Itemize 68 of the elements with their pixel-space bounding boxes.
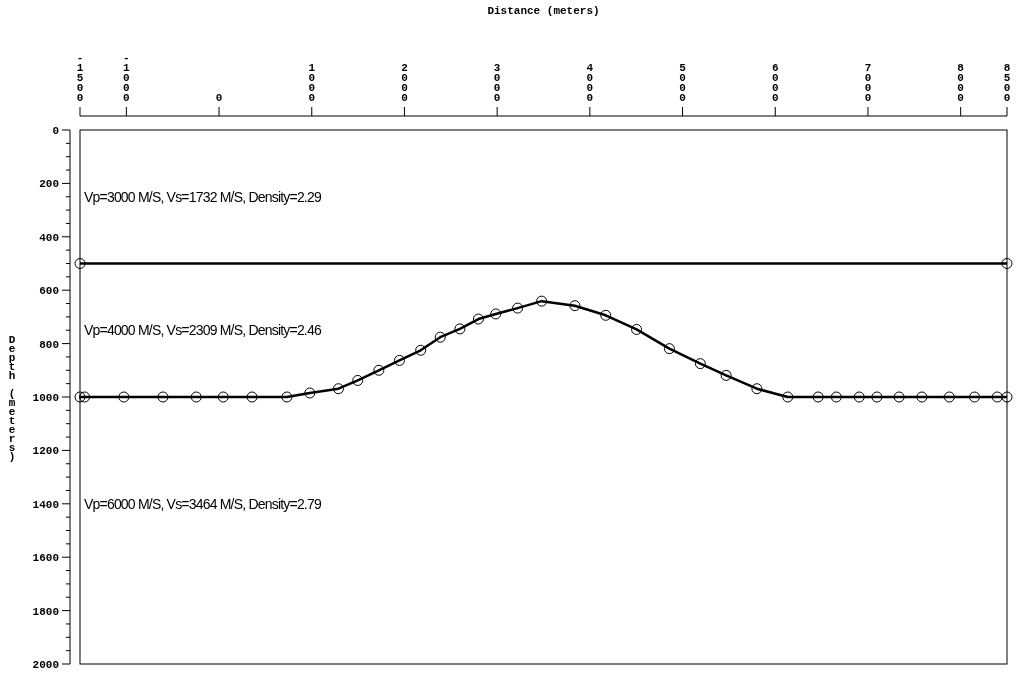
point [631,323,643,335]
x-tick-label: 8500 [1001,62,1013,102]
point [569,300,581,312]
y-tick-label: 400 [39,231,59,244]
point [663,343,675,355]
point [281,391,293,403]
point [74,391,86,403]
point [490,308,502,320]
point [415,344,427,356]
y-tick-label: 1400 [32,498,59,511]
y-tick-label: 1600 [32,552,59,565]
point [782,391,794,403]
y-tick-label: 200 [39,178,59,191]
annotation: Vp=6000 M/S, Vs=3464 M/S, Density=2.79 [84,495,322,512]
point [434,331,446,343]
x-tick-label: 8000 [954,62,967,102]
point [373,364,385,376]
point [304,387,316,399]
x-tick-label: 4000 [583,62,596,102]
point [969,391,981,403]
annotation: Vp=4000 M/S, Vs=2309 M/S, Density=2.46 [84,322,322,339]
point [916,391,928,403]
point [1001,391,1013,403]
y-tick-label: 1000 [32,392,59,404]
point [217,391,229,403]
point [74,258,86,269]
point [190,391,202,403]
x-tick-label: -1000 [120,52,133,102]
point [943,391,955,403]
x-tick-label: 5000 [676,62,689,102]
point [812,391,824,403]
x-axis-title: Distance (meters) [487,5,600,17]
y-tick-label: 2000 [32,659,59,671]
point [871,391,883,403]
point [393,354,405,366]
point [352,374,364,386]
x-tick-label: 7000 [861,62,874,102]
point [853,391,865,403]
point [79,391,91,403]
point [332,383,344,395]
point [536,295,548,307]
point [157,391,169,403]
point [991,391,1003,403]
point [246,391,258,403]
point [118,391,130,403]
x-tick-label: -1500 [74,52,86,102]
x-tick-label: 2000 [398,62,411,102]
x-tick-label: 0 [213,92,226,102]
y-tick-label: 600 [39,285,59,298]
point [830,391,842,403]
y-axis-title: Depth (meters) [6,334,18,462]
y-tick-label: 1200 [32,445,59,458]
y-tick-label: 1800 [32,605,59,618]
point [512,302,524,314]
x-tick-label: 3000 [491,62,504,102]
point [600,309,612,321]
point [751,383,763,395]
point [472,313,484,325]
point [1001,258,1013,269]
x-tick-label: 6000 [769,62,782,102]
point [893,391,905,403]
y-tick-label: 0 [52,125,59,137]
y-tick-label: 800 [39,338,59,351]
point [454,323,466,335]
point [694,358,706,370]
annotation: Vp=3000 M/S, Vs=1732 M/S, Density=2.29 [84,188,322,205]
point [720,369,732,381]
x-tick-label: 1000 [305,62,318,102]
